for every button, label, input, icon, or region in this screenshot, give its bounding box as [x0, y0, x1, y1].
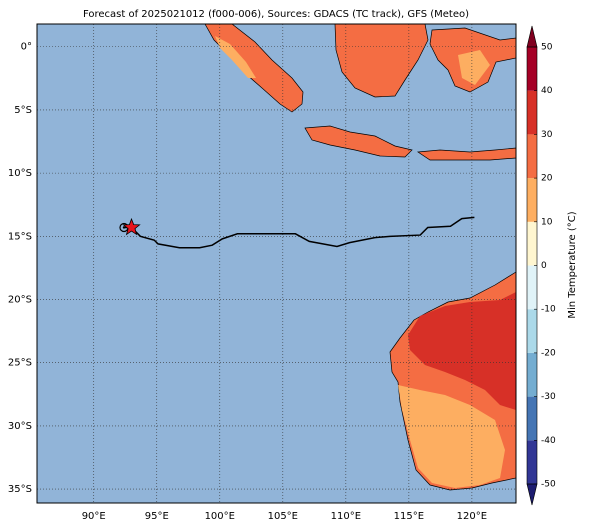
- colorbar-extend-over: [526, 25, 538, 48]
- y-tick-label: 35°S: [8, 484, 32, 495]
- x-tick-label: 120°E: [457, 511, 487, 522]
- land: [204, 23, 517, 491]
- track-start-dot: [122, 226, 126, 229]
- x-tick-label: 105°E: [268, 511, 298, 522]
- colorbar-band: [527, 47, 537, 91]
- colorbar-tick-label: -20: [541, 348, 556, 358]
- x-tick-label: 115°E: [394, 511, 424, 522]
- land-borneo: [334, 23, 429, 98]
- colorbar-tick-label: -30: [541, 392, 556, 402]
- land-sulawesi-cool: [458, 50, 490, 85]
- y-tick-label: 25°S: [8, 358, 32, 369]
- colorbar-tick-label: -50: [541, 480, 556, 490]
- x-tick-label: 110°E: [331, 511, 361, 522]
- y-tick-label: 0°: [21, 42, 32, 53]
- colorbar-band: [527, 134, 537, 179]
- y-tick-label: 5°S: [14, 105, 32, 116]
- y-tick-label: 30°S: [8, 421, 32, 432]
- land-sumatra-cool: [215, 36, 256, 78]
- map-title: Forecast of 2025021012 (f000-006), Sourc…: [83, 9, 469, 20]
- map-frame: [36, 23, 517, 504]
- land-java: [304, 125, 413, 158]
- colorbar-band: [527, 396, 537, 441]
- colorbar-band: [527, 352, 537, 397]
- x-tick-label: 95°E: [145, 511, 169, 522]
- colorbar-band: [527, 221, 537, 266]
- colorbar-tick-label: 0: [541, 261, 547, 271]
- colorbar-tick-label: -10: [541, 305, 556, 315]
- y-tick-label: 15°S: [8, 231, 32, 242]
- colorbar-tick-label: 40: [541, 86, 553, 96]
- colorbar-band: [527, 178, 537, 222]
- grid: [37, 24, 516, 503]
- x-tick-label: 100°E: [205, 511, 235, 522]
- current-position: [122, 217, 141, 236]
- colorbar-band: [527, 440, 537, 484]
- colorbar-band: [527, 90, 537, 135]
- y-tick-label: 20°S: [8, 295, 32, 306]
- y-tick-label: 10°S: [8, 168, 32, 179]
- colorbar-tick-label: 20: [541, 174, 553, 184]
- x-tick-label: 90°E: [82, 511, 106, 522]
- colorbar-tick-label: 10: [541, 217, 553, 227]
- colorbar-tick-label: 50: [541, 43, 553, 53]
- cyclone-track: [123, 216, 475, 249]
- colorbar-label: Min Temperature (°C): [567, 211, 578, 318]
- colorbar-tick-label: 30: [541, 130, 553, 140]
- colorbar-extend-under: [526, 483, 538, 506]
- colorbar-tick-label: -40: [541, 436, 556, 446]
- colorbar-band: [527, 265, 537, 310]
- land-australia-cool: [398, 385, 505, 488]
- colorbar-band: [527, 309, 537, 353]
- colorbar: -50 -40 -30 -20 -10 0 10 20 30 40 50: [526, 25, 556, 506]
- land-australia-hot: [408, 292, 516, 410]
